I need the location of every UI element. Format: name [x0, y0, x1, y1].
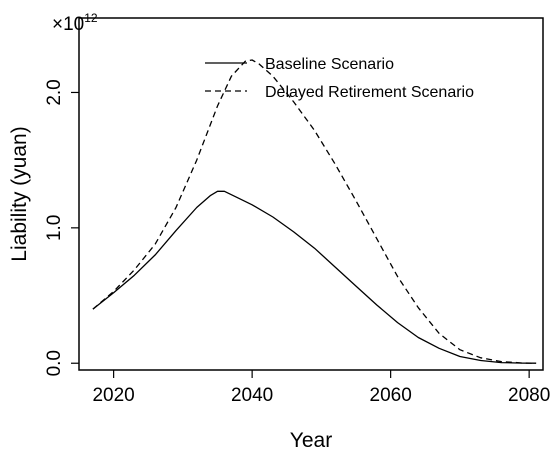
x-tick-label: 2060: [370, 385, 412, 406]
legend-label-baseline-scenario: Baseline Scenario: [265, 56, 394, 73]
plot-frame: [78, 17, 544, 371]
x-axis-title: Year: [290, 429, 332, 452]
series-line-delayed-retirement-scenario: [92, 59, 537, 364]
y-multiplier-base: ×10: [52, 14, 84, 35]
y-tick-label: 2.0: [44, 79, 65, 105]
legend-label-delayed-retirement-scenario: Delayed Retirement Scenario: [265, 84, 474, 101]
y-tick-label: 1.0: [44, 215, 65, 241]
y-axis-title: Liability (yuan): [8, 126, 31, 261]
series-group: [92, 59, 537, 364]
series-line-baseline-scenario: [92, 190, 537, 364]
y-multiplier-label: ×1012: [52, 11, 98, 35]
axis-ticks-group: 2020 2040 2060 2080 0.0 1.0 2.0: [44, 79, 550, 406]
x-tick-label: 2080: [508, 385, 550, 406]
legend: Baseline Scenario Delayed Retirement Sce…: [205, 56, 474, 101]
y-tick-label: 0.0: [44, 350, 65, 376]
y-multiplier-exponent: 12: [84, 11, 98, 25]
x-tick-label: 2020: [92, 385, 134, 406]
x-tick-label: 2040: [231, 385, 273, 406]
